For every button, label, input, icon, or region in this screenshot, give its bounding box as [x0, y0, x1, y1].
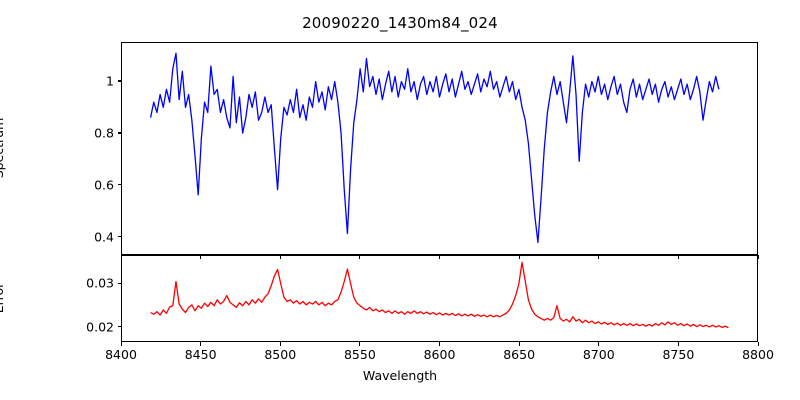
- y-tick-label-spectrum-panel-0.4: 0.4: [94, 229, 114, 245]
- x-tick-label-8550: 8550: [343, 347, 376, 362]
- error-plot-area: [121, 255, 758, 342]
- x-tick-label-8600: 8600: [423, 347, 456, 362]
- x-axis-label: Wavelength: [362, 368, 438, 383]
- y-tick-label-error-panel-0.03: 0.03: [86, 275, 114, 291]
- x-tick-spectrum-panel-8600: [439, 255, 441, 259]
- y-axis-label-error: Error: [0, 282, 6, 314]
- x-tick-error-panel-8550: [359, 342, 361, 346]
- x-tick-error-panel-8750: [677, 342, 679, 346]
- x-tick-label-8650: 8650: [503, 347, 536, 362]
- y-tick-error-panel-0.02: [117, 326, 121, 328]
- y-tick-spectrum-panel-0.8: [117, 132, 121, 134]
- x-tick-spectrum-panel-8400: [120, 255, 122, 259]
- y-tick-error-panel-0.03: [117, 282, 121, 284]
- x-tick-spectrum-panel-8800: [757, 255, 759, 259]
- x-tick-error-panel-8700: [598, 342, 600, 346]
- x-tick-error-panel-8450: [200, 342, 202, 346]
- spectrum-plot-area: [121, 42, 758, 255]
- error-line-series: [122, 256, 757, 341]
- x-tick-spectrum-panel-8700: [598, 255, 600, 259]
- x-tick-error-panel-8600: [439, 342, 441, 346]
- x-tick-spectrum-panel-8550: [359, 255, 361, 259]
- x-tick-spectrum-panel-8650: [518, 255, 520, 259]
- page-title: 20090220_1430m84_024: [302, 14, 498, 32]
- x-tick-label-8450: 8450: [184, 347, 217, 362]
- x-tick-error-panel-8500: [279, 342, 281, 346]
- x-tick-spectrum-panel-8500: [279, 255, 281, 259]
- x-tick-spectrum-panel-8450: [200, 255, 202, 259]
- x-tick-label-8800: 8800: [742, 347, 774, 362]
- y-tick-label-spectrum-panel-0.6: 0.6: [94, 177, 114, 193]
- y-tick-label-spectrum-panel-0.8: 0.8: [94, 125, 114, 141]
- y-tick-spectrum-panel-0.4: [117, 236, 121, 238]
- x-tick-error-panel-8400: [120, 342, 122, 346]
- y-axis-label-spectrum: Spectrum: [0, 117, 6, 179]
- y-tick-label-spectrum-panel-1: 1: [106, 73, 114, 89]
- x-tick-label-8750: 8750: [662, 347, 695, 362]
- x-tick-label-8500: 8500: [264, 347, 297, 362]
- y-tick-label-error-panel-0.02: 0.02: [86, 319, 114, 335]
- y-tick-spectrum-panel-1: [117, 80, 121, 82]
- x-tick-spectrum-panel-8750: [677, 255, 679, 259]
- y-tick-spectrum-panel-0.6: [117, 184, 121, 186]
- x-tick-label-8400: 8400: [105, 347, 137, 362]
- x-tick-error-panel-8650: [518, 342, 520, 346]
- spectrum-line-series: [122, 43, 757, 254]
- x-tick-error-panel-8800: [757, 342, 759, 346]
- x-tick-label-8700: 8700: [582, 347, 615, 362]
